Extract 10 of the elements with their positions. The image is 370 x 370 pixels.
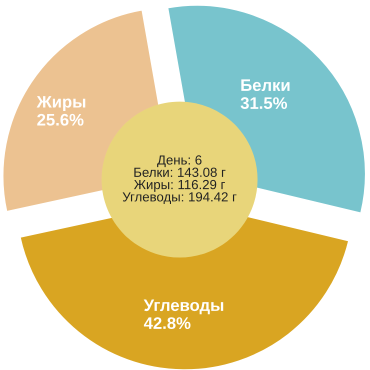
data-label: 31.5% bbox=[240, 97, 288, 110]
data-label: 25.6% bbox=[37, 114, 84, 126]
slice-label: Белки bbox=[241, 79, 290, 92]
slice-label: Углеводы bbox=[144, 299, 224, 314]
text: Жиры: 116.29 г bbox=[134, 180, 225, 192]
text: Углеводы: 194.42 г bbox=[122, 192, 236, 204]
slice-label: Жиры bbox=[36, 96, 86, 112]
data-label: 42.8% bbox=[144, 317, 190, 330]
text: Белки: 143.08 г bbox=[134, 168, 226, 177]
text: День: 6 bbox=[157, 155, 202, 168]
